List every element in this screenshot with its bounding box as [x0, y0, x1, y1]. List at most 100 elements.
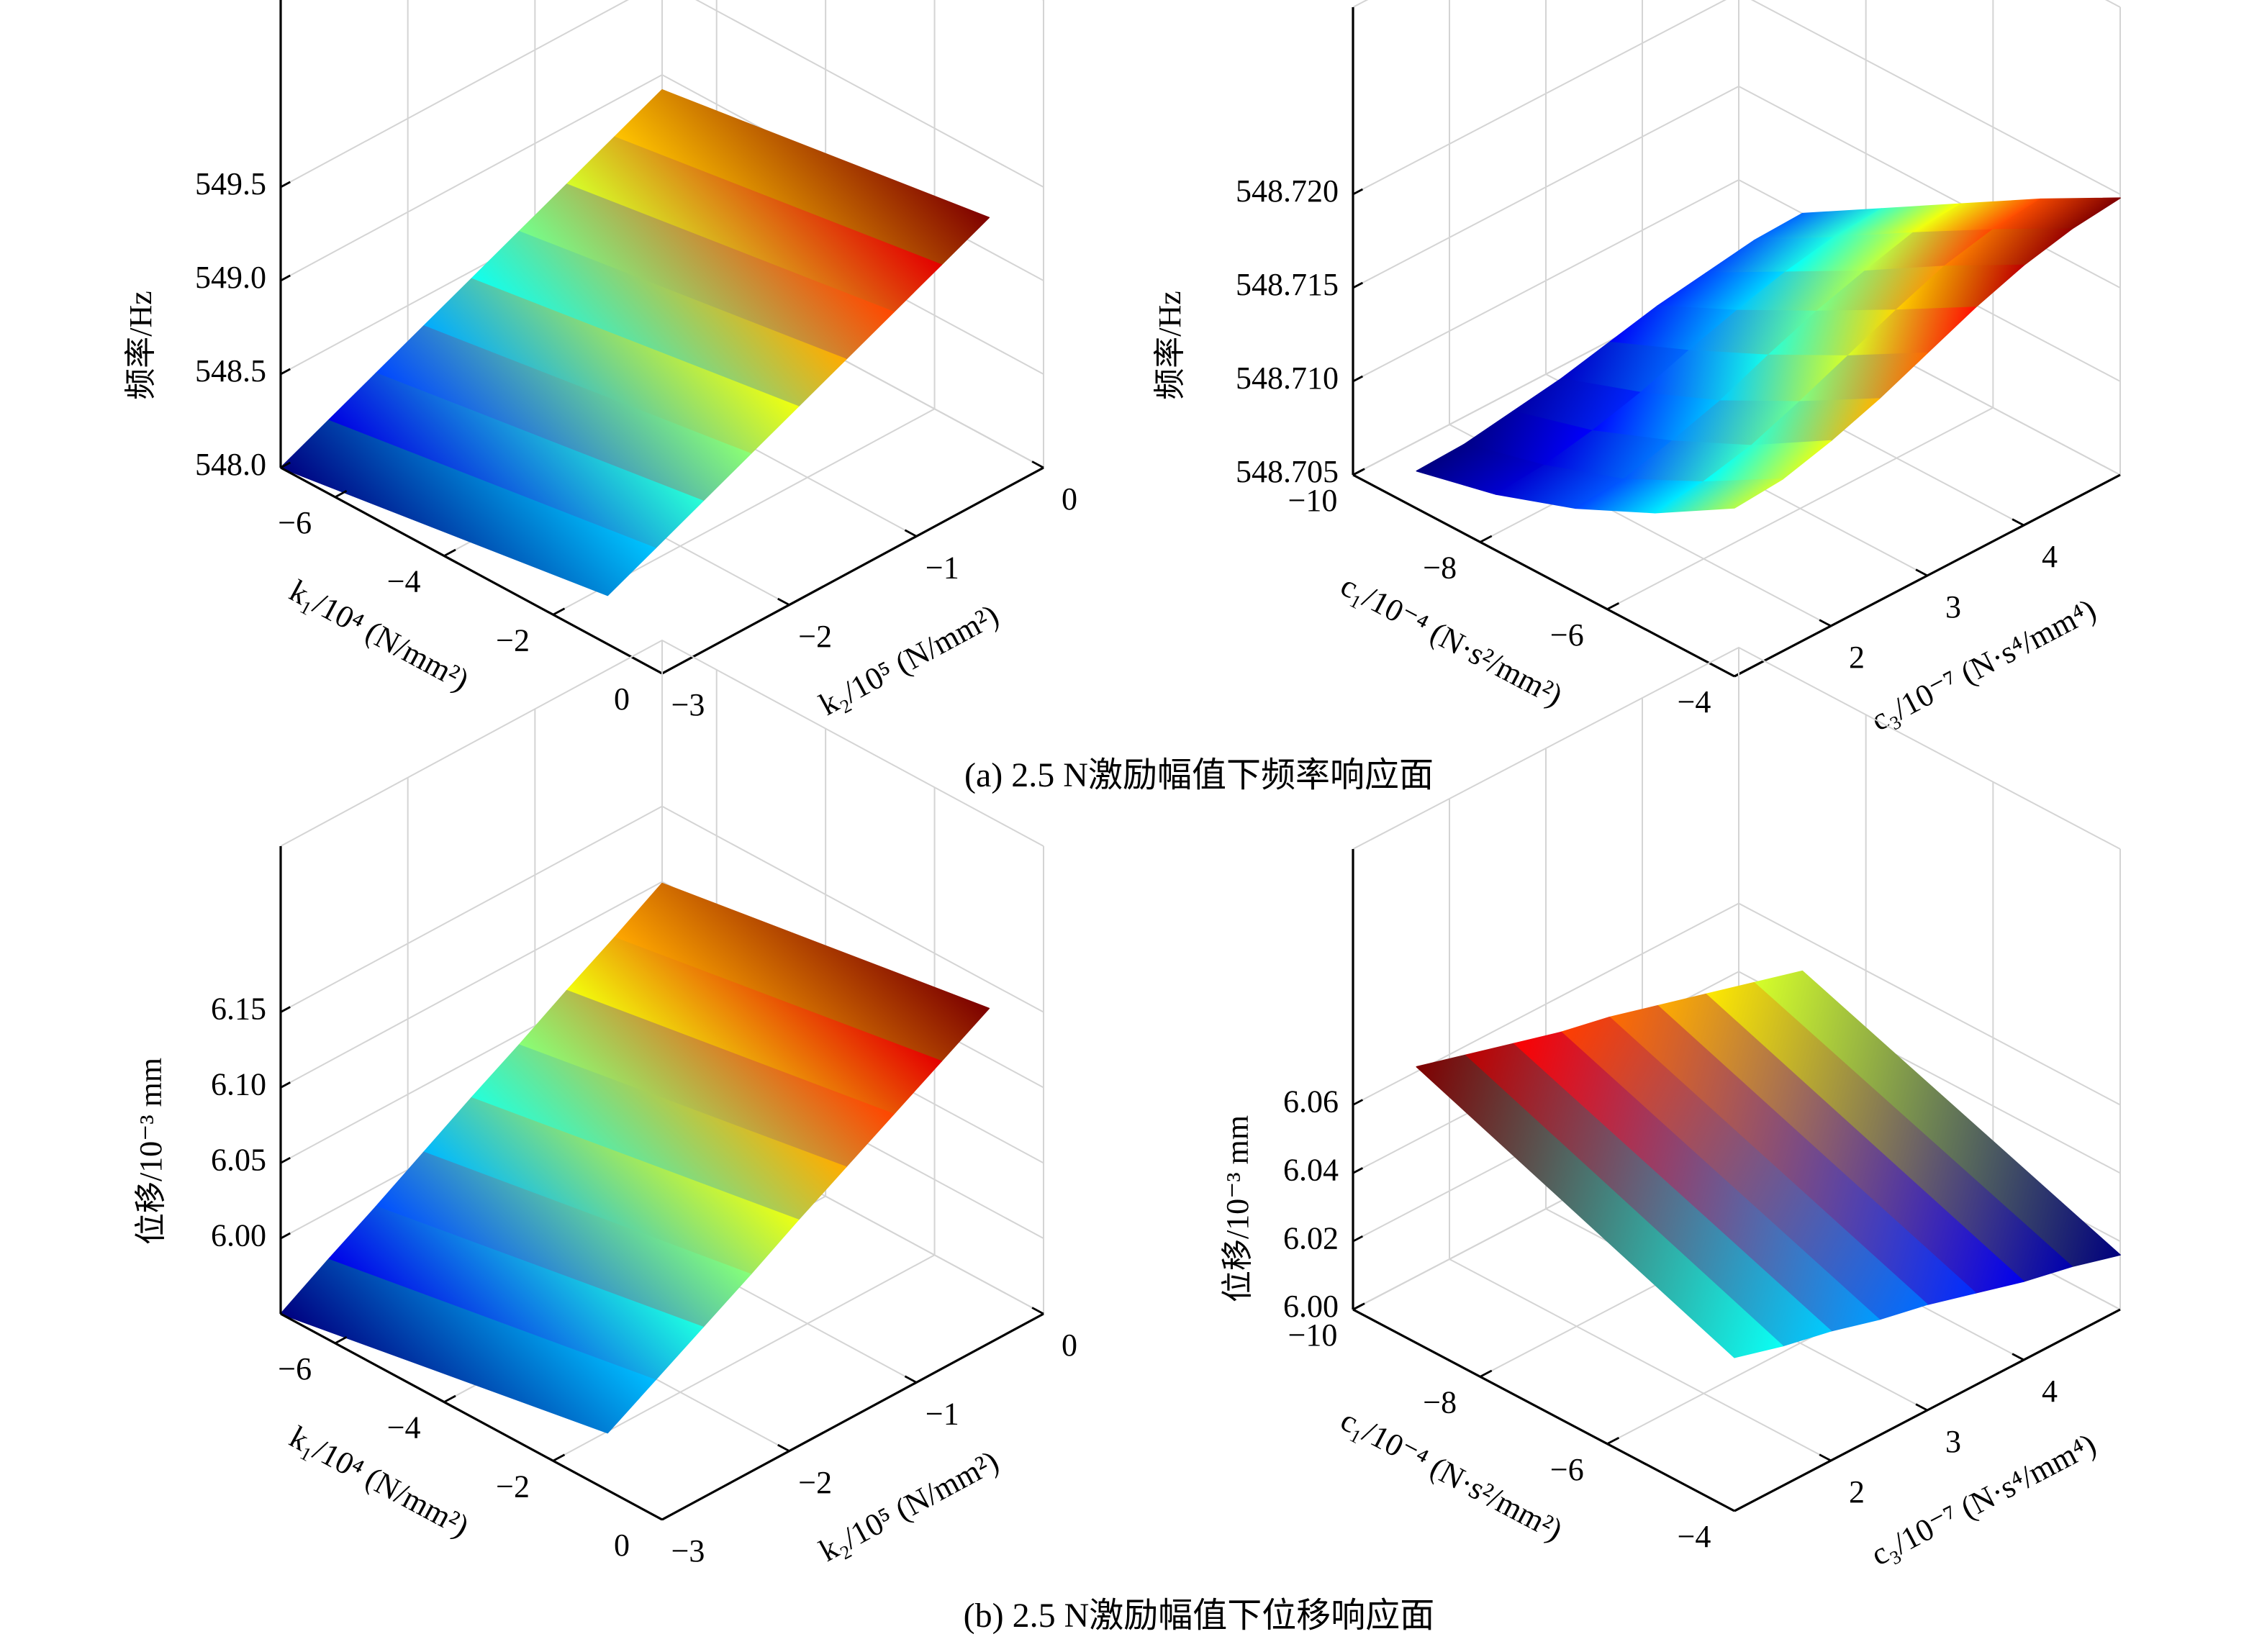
z-axis-title: 位移/10⁻³ mm [1220, 1115, 1255, 1302]
caption: (b) 2.5 N激励幅值下位移响应面 [964, 1597, 1435, 1635]
z-tick-label: 548.710 [1236, 360, 1339, 396]
caption: (a) 2.5 N激励幅值下频率响应面 [964, 756, 1434, 794]
tick-mark [2012, 1353, 2024, 1361]
x-tick-label: −6 [278, 1351, 312, 1386]
surface-patch [1416, 1054, 1783, 1358]
x-tick-label: −8 [1423, 1384, 1457, 1420]
x-tick-label: −4 [387, 564, 421, 599]
tick-mark [1819, 619, 1832, 627]
surface-patch [280, 419, 656, 596]
x-tick-label: −10 [1288, 483, 1338, 518]
tick-mark [1915, 568, 1928, 577]
axis-line [280, 1312, 663, 1521]
tick-mark [650, 666, 663, 675]
tick-mark [280, 461, 291, 469]
z-tick-label: 548.5 [195, 353, 266, 389]
axis-line [1352, 1308, 1735, 1512]
z-tick-label: 6.02 [1283, 1220, 1339, 1256]
tick-mark [2012, 518, 2024, 527]
z-tick-label: 6.15 [211, 991, 266, 1027]
x-tick-label: −6 [278, 505, 312, 540]
tick-mark [280, 1006, 291, 1013]
x-tick-label: 0 [614, 1528, 630, 1563]
tick-mark [661, 1512, 674, 1521]
x-tick-label: −10 [1288, 1317, 1338, 1353]
tick-mark [904, 1375, 917, 1384]
tick-mark [1734, 669, 1747, 678]
tick-mark [280, 1232, 291, 1240]
surface-patch [1654, 478, 1783, 514]
x-tick-label: −2 [496, 1469, 530, 1504]
x-tick-label: 0 [614, 681, 630, 717]
grid-line [1352, 0, 2121, 195]
z-axis-title: 频率/Hz [1152, 291, 1187, 400]
y-tick-label: 4 [2042, 539, 2058, 574]
y-tick-label: −3 [671, 687, 705, 722]
tick-mark [280, 181, 291, 189]
z-tick-label: 6.05 [211, 1142, 266, 1177]
z-tick-label: 6.00 [211, 1217, 266, 1253]
tick-mark [1352, 468, 1364, 476]
tick-mark [1819, 1453, 1832, 1462]
tick-mark [280, 1081, 291, 1089]
x-tick-label: −4 [387, 1410, 421, 1446]
tick-mark [335, 490, 348, 499]
tick-mark [1915, 1403, 1928, 1412]
tick-mark [1606, 602, 1620, 610]
tick-mark [661, 666, 674, 675]
grid-line [1352, 902, 2121, 1106]
tick-mark [552, 607, 566, 616]
z-tick-label: 549.0 [195, 260, 266, 295]
axis-line [661, 466, 1044, 675]
tick-mark [1352, 281, 1364, 289]
y-tick-label: 0 [1062, 1328, 1077, 1363]
y-tick-label: −1 [926, 550, 959, 585]
tick-mark [1606, 1437, 1620, 1445]
y-tick-label: 2 [1849, 640, 1865, 675]
tick-mark [280, 368, 291, 376]
y-tick-label: −2 [798, 1465, 832, 1500]
z-tick-label: 6.10 [211, 1067, 266, 1102]
tick-mark [1480, 1369, 1493, 1378]
z-tick-label: 549.5 [195, 166, 266, 201]
grid-line [280, 805, 1044, 1013]
tick-mark [443, 1394, 456, 1403]
tick-mark [280, 274, 291, 282]
tick-mark [335, 1336, 348, 1345]
surface-patch [280, 1258, 656, 1434]
z-tick-label: 6.04 [1283, 1152, 1339, 1187]
tick-mark [1734, 1504, 1747, 1512]
tick-mark [650, 1512, 663, 1521]
y-tick-label: −1 [926, 1396, 959, 1431]
x-tick-label: −6 [1550, 617, 1584, 653]
x-tick-label: −4 [1678, 1519, 1711, 1554]
tick-mark [777, 597, 790, 606]
tick-mark [1352, 1303, 1364, 1311]
tick-mark [1352, 1099, 1364, 1106]
x-tick-label: −8 [1423, 550, 1457, 585]
tick-mark [280, 1156, 291, 1164]
tick-mark [1352, 1167, 1364, 1174]
y-tick-label: 4 [2042, 1374, 2058, 1409]
tick-mark [1480, 535, 1493, 543]
x-tick-label: −2 [496, 622, 530, 658]
tick-mark [777, 1443, 790, 1452]
tick-mark [904, 529, 917, 537]
y-tick-label: 0 [1062, 481, 1077, 517]
z-tick-label: 548.0 [195, 447, 266, 482]
tick-mark [1352, 375, 1364, 383]
axis-line [661, 1312, 1044, 1521]
y-tick-label: 3 [1945, 1424, 1961, 1459]
axis-line [280, 466, 663, 675]
tick-mark [552, 1453, 566, 1462]
tick-mark [1031, 460, 1044, 469]
tick-mark [1031, 1307, 1044, 1315]
y-tick-label: 2 [1849, 1474, 1865, 1510]
y-tick-label: −2 [798, 619, 832, 654]
z-tick-label: 6.06 [1283, 1084, 1339, 1120]
tick-mark [443, 548, 456, 557]
z-tick-label: 6.00 [1283, 1289, 1339, 1324]
z-axis-title: 位移/10⁻³ mm [133, 1058, 168, 1245]
